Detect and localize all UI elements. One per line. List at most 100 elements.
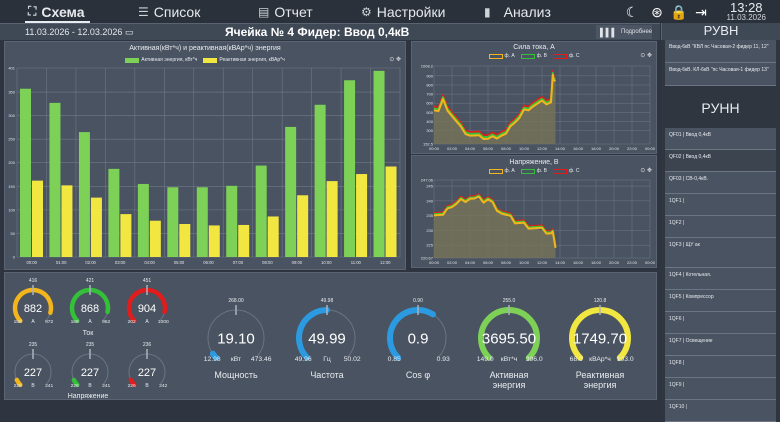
bar-active [196, 187, 208, 257]
gauge-max: 972 [45, 319, 53, 325]
area-fill [434, 75, 556, 144]
tab-schema[interactable]: ⛶ Схема [25, 0, 89, 23]
gauge-arc [126, 287, 168, 323]
gauge-min: 202 [128, 319, 136, 325]
bar-active [20, 88, 31, 257]
y-tick-label: 200 [8, 160, 15, 165]
x-tick-label: 10:00 [519, 260, 530, 265]
sidebar-item[interactable]: 1QF5 | Компрессор [665, 290, 776, 312]
bar-active [314, 104, 326, 257]
top-nav-bar: ⛶ Схема ☰ Список ▤ Отчет ⚙ Настройки ▮ Анализ… [0, 0, 780, 23]
gauge-arc [296, 307, 330, 361]
gauge-avg: 421 [86, 278, 95, 284]
gauge-avg: 255.0 [503, 298, 516, 304]
sidebar-item[interactable]: QF01 | Ввод 0,4кВ [665, 128, 776, 150]
sidebar-item[interactable]: QF02 | Ввод 0,4кВ [665, 150, 776, 172]
bar-active [255, 165, 267, 257]
x-tick-label: 00:00 [645, 146, 656, 151]
x-tick-label: 22:00 [627, 146, 638, 151]
calendar-icon: ▭ [124, 27, 134, 37]
x-tick-label: 10:00 [519, 146, 530, 151]
sidebar-item[interactable]: 1QF3 | ЩУ ак [665, 238, 776, 268]
zoom-reset-icon[interactable]: ⊙ ✥ [640, 168, 652, 174]
gauge-max: 1000 [158, 319, 169, 325]
y-tick-label: 235 [426, 213, 433, 218]
gauge-avg: 120.8 [594, 298, 607, 304]
legend-phase-b[interactable]: ф. B [520, 168, 547, 174]
legend-phase-a[interactable]: ф. A [488, 53, 515, 59]
fullscreen-icon[interactable]: ⊛ [651, 3, 663, 20]
x-tick-label: 05:00 [174, 260, 185, 265]
x-tick-label: 02:00 [447, 260, 458, 265]
bar-active [108, 168, 120, 257]
legend-phase-c[interactable]: ф. C [552, 53, 579, 59]
gauge-max: 50.02 [344, 356, 361, 363]
sidebar-item[interactable]: Ввод-6кВ "КВЛ пс Часовая-2 фидер 11, 12" [665, 40, 776, 63]
tab-report[interactable]: ▤ Отчет [258, 3, 313, 20]
zoom-reset-icon[interactable]: ⊙ ✥ [640, 53, 652, 59]
gauge-unit: кВАр*ч [589, 356, 611, 363]
sidebar-item[interactable]: 1QF10 | [665, 400, 776, 422]
tab-list[interactable]: ☰ Список [138, 3, 201, 20]
sidebar-item[interactable]: 1QF7 | Освещение [665, 334, 776, 356]
chart-legend: ф. A ф. B ф. C [412, 53, 656, 59]
y-tick-label: 0 [13, 255, 16, 260]
current-gauge-value: 882 [24, 303, 42, 315]
logout-icon[interactable]: ⇥ [695, 3, 707, 20]
sidebar-item[interactable]: 1QF2 | [665, 216, 776, 238]
bar-reactive [61, 185, 73, 257]
tab-analysis[interactable]: ▮ Анализ [484, 3, 551, 20]
x-tick-label: 10:00 [321, 260, 332, 265]
x-tick-label: 07:00 [233, 260, 244, 265]
main-gauge-value: 1749.70 [573, 330, 627, 347]
schema-icon: ⛶ [28, 4, 37, 18]
gauge-unit: A [145, 319, 149, 325]
gauge-label: Активная [490, 370, 529, 380]
zoom-reset-icon[interactable]: ⊙ ✥ [389, 57, 401, 63]
gauge-max: 241 [102, 383, 110, 389]
y-tick-label: 350 [8, 90, 15, 95]
sidebar-item[interactable]: 1QF6 | [665, 312, 776, 334]
voltage-chart-panel: Напряжение, В ф. A ф. B ф. C ⊙ ✥ 220.67 2… [411, 155, 657, 268]
main-gauge-value: 19.10 [217, 330, 255, 347]
list-icon: ☰ [138, 4, 149, 19]
current-gauge-value: 904 [138, 303, 156, 315]
sidebar-item[interactable]: 1QF1 | [665, 194, 776, 216]
main-gauge-value: 3695.50 [482, 330, 536, 347]
tab-settings[interactable]: ⚙ Настройки [361, 3, 446, 20]
date-range-picker[interactable]: 11.03.2026 - 12.03.2026 ▭ [25, 27, 134, 37]
y-tick-label: 800 [426, 82, 433, 87]
bar-reactive [32, 180, 43, 257]
y-tick-label: 50 [11, 231, 16, 236]
night-mode-icon[interactable]: ☾ [625, 3, 639, 20]
legend-active[interactable]: Активная энергия, кВт*ч [125, 57, 197, 63]
y-tick-label: 401 [8, 66, 15, 71]
y-tick-label: 700 [426, 92, 433, 97]
x-tick-label: 08:00 [501, 146, 512, 151]
y-tick-label: 300 [426, 128, 433, 133]
sidebar-item[interactable]: 1QF9 | [665, 378, 776, 400]
sub-header: 11.03.2026 - 12.03.2026 ▭ Ячейка № 4 Фид… [0, 23, 660, 40]
details-button[interactable]: ▌▌▌ Подробнее [596, 25, 652, 39]
gauge-max: 396.0 [526, 356, 543, 363]
legend-phase-c[interactable]: ф. C [552, 168, 579, 174]
x-tick-label: 00:00 [429, 146, 440, 151]
sidebar-item[interactable]: 1QF4 | Котельная. [665, 268, 776, 290]
chart-title: Активная(кВт*ч) и реактивная(кВАр*ч) эне… [129, 45, 281, 52]
legend-reactive[interactable]: Реактивная энергия, кВАр*ч [203, 57, 285, 63]
voltage-gauge-value: 227 [81, 367, 99, 379]
sidebar-item[interactable]: Ввод-6кВ. КЛ-6кВ "пс Часовая-1 фидер 13" [665, 63, 776, 86]
area-fill [434, 197, 556, 258]
sidebar-item[interactable]: QF03 | СВ-0,4кВ. [665, 172, 776, 194]
gauge-arc [14, 377, 23, 387]
legend-phase-b[interactable]: ф. B [520, 53, 547, 59]
y-tick-label: 247.06 [421, 178, 434, 183]
sidebar-item[interactable]: 1QF8 | [665, 356, 776, 378]
lock-icon[interactable]: 🔒 [670, 3, 688, 20]
gauge-max: 193.0 [617, 356, 634, 363]
bar-reactive [326, 181, 338, 257]
x-tick-label: 16:00 [573, 146, 584, 151]
gauge-max: 241 [45, 383, 53, 389]
y-tick-label: 150 [8, 184, 15, 189]
legend-phase-a[interactable]: ф. A [488, 168, 515, 174]
